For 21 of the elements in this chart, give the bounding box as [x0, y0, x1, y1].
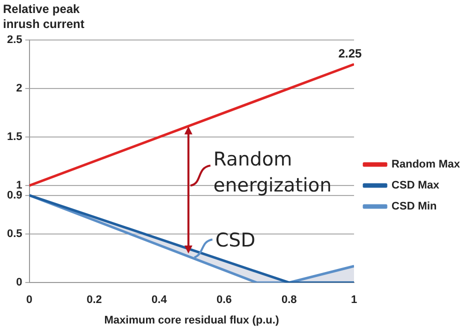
legend-label: CSD Max	[392, 180, 440, 192]
annotation: CSD	[215, 229, 256, 252]
legend-label: CSD Min	[392, 200, 438, 213]
x-tick-label: 0	[26, 294, 32, 306]
annotation: 2.25	[338, 46, 362, 60]
y-tick-label: 0.5	[6, 228, 22, 240]
y-tick-label: 2	[16, 82, 22, 95]
legend-label: Random Max	[392, 158, 461, 171]
y-tick-label: 0.9	[6, 189, 22, 202]
annotation: Random energization	[213, 148, 332, 197]
y-tick-label: 2.5	[6, 34, 22, 46]
y-tick-label: 1	[16, 180, 22, 192]
y-tick-label: 1.5	[6, 131, 22, 144]
x-tick-label: 0.2	[86, 294, 102, 306]
x-tick-label: 0.6	[216, 294, 232, 306]
x-tick-label: 0.8	[281, 294, 297, 306]
x-tick-label: 0.4	[152, 294, 168, 306]
y-tick-label: 0	[16, 276, 22, 289]
y-axis-title: Relative peak inrush current	[3, 2, 86, 32]
x-axis-title: Maximum core residual flux (p.u.)	[104, 314, 280, 326]
x-tick-label: 1	[350, 294, 358, 306]
